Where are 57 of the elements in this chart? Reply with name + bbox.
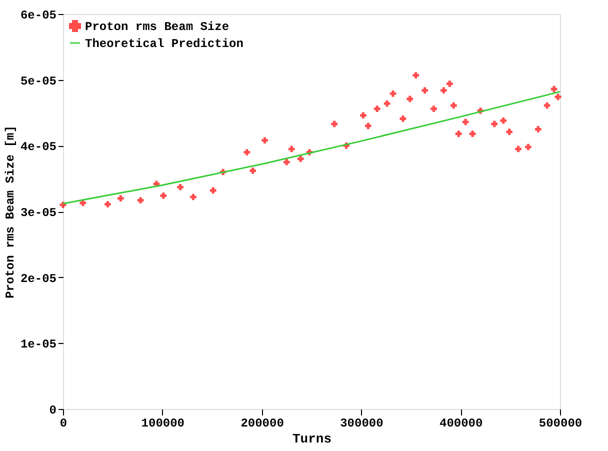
x-tick-label: 200000 [240, 416, 284, 430]
legend-label: Proton rms Beam Size [85, 20, 230, 34]
point [515, 146, 522, 152]
point [384, 100, 390, 107]
point [80, 200, 86, 206]
point [506, 128, 512, 136]
point [550, 86, 558, 92]
point [288, 146, 295, 152]
legend-label: Theoretical Prediction [85, 37, 244, 51]
point [390, 90, 396, 97]
point [104, 201, 111, 208]
x-axis-title: Turns [292, 432, 332, 446]
point [440, 87, 447, 94]
y-tick-label: 2e-05 [20, 272, 56, 286]
point [400, 116, 406, 122]
point [137, 197, 144, 204]
x-tick-label: 300000 [340, 416, 384, 430]
point [250, 168, 256, 174]
point [190, 194, 196, 200]
point [364, 122, 372, 130]
point [244, 149, 250, 156]
point [177, 184, 184, 190]
y-tick-label: 1e-05 [20, 338, 56, 352]
point [262, 137, 268, 144]
point [450, 102, 457, 109]
point [422, 87, 428, 94]
point [554, 94, 562, 100]
y-axis-title: Proton rms Beam Size [m] [3, 126, 18, 298]
y-tick-label: 6e-05 [20, 8, 56, 22]
point [525, 144, 532, 150]
point [500, 117, 507, 124]
x-tick-label: 100000 [141, 416, 185, 430]
point [446, 80, 453, 87]
point [455, 130, 462, 137]
y-tick-label: 5e-05 [20, 74, 56, 88]
point [462, 118, 469, 126]
point [534, 126, 542, 132]
point [491, 120, 498, 128]
point [331, 120, 338, 128]
x-tick-label: 400000 [439, 416, 483, 430]
y-tick-label: 0 [49, 404, 56, 418]
point [210, 187, 216, 194]
point [469, 130, 476, 137]
point [412, 72, 420, 78]
point [544, 102, 550, 109]
x-tick-label: 0 [60, 416, 68, 430]
point [160, 192, 167, 199]
point [430, 106, 437, 112]
x-tick-label: 500000 [538, 416, 582, 430]
y-tick-label: 4e-05 [20, 140, 56, 154]
point [117, 195, 124, 202]
point [406, 96, 414, 102]
point [374, 106, 380, 112]
point [360, 112, 366, 119]
point [283, 158, 290, 166]
point [297, 156, 304, 162]
y-tick-label: 3e-05 [20, 206, 56, 220]
